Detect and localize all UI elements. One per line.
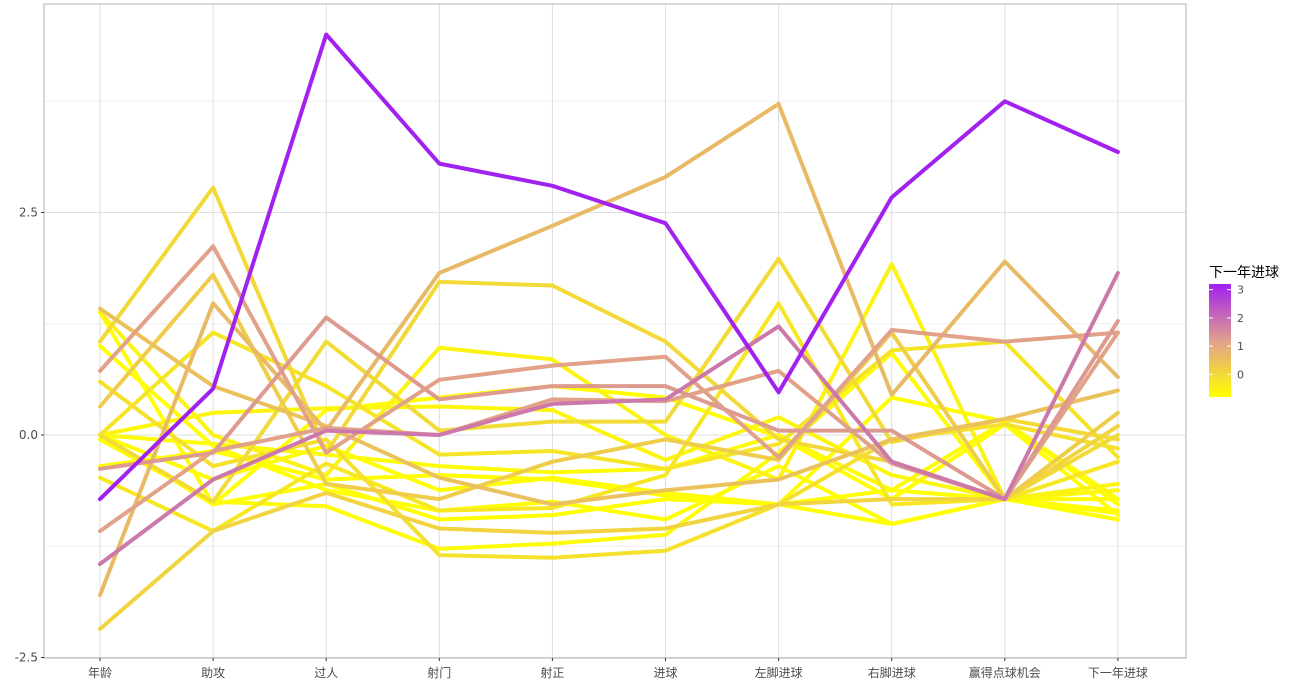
x-tick-label: 左脚进球 [755,665,803,680]
legend-tick-label: 2 [1237,312,1244,325]
series-line-14 [98,301,1120,534]
x-tick-label: 进球 [653,666,677,680]
series-line-22 [98,419,1120,502]
legend-tick-label: 0 [1237,368,1244,381]
legend-ticks: 3 2 1 0 [1209,284,1244,381]
x-tick-label: 射正 [540,665,564,680]
series-line-16 [98,404,1120,502]
series-line-8 [98,272,1120,502]
x-axis: 年龄 助攻 过人 射门 射正 进球 左脚进球 右脚进球 赢得点球机会 下一年进球 [88,658,1148,680]
series-lines [98,32,1120,631]
series-line-3 [98,244,1120,460]
x-tick-label: 年龄 [88,666,112,680]
y-axis: -2.5 0.0 2.5 [15,206,44,665]
plot-border [43,3,1187,659]
series-line-1 [98,32,1120,502]
legend-colorbar [1209,284,1231,397]
x-tick-label: 射门 [427,665,451,680]
series-line-18 [98,395,1120,507]
series-line-20 [98,384,1120,518]
y-tick-label: 0.0 [19,428,38,442]
x-tick-label: 过人 [314,666,338,680]
x-tick-label: 下一年进球 [1088,666,1148,680]
y-tick-label: 2.5 [19,206,38,220]
color-legend: 下一年进球 3 2 1 0 [1209,265,1279,397]
legend-tick-label: 3 [1237,284,1244,297]
x-tick-label: 右脚进球 [868,665,916,680]
series-line-23 [98,449,1120,516]
y-tick-label: -2.5 [15,651,38,665]
series-line-6 [98,101,1120,598]
legend-title: 下一年进球 [1209,265,1279,281]
series-line-12 [98,330,1120,471]
series-line-9 [98,424,1120,631]
series-line-4 [98,315,1120,502]
series-line-2 [98,271,1120,566]
x-tick-label: 助攻 [201,666,225,680]
plot-background [44,4,1186,658]
series-line-17 [98,351,1120,551]
series-line-19 [98,344,1120,526]
series-line-7 [98,306,1120,507]
x-tick-label: 赢得点球机会 [969,665,1041,680]
legend-tick-label: 1 [1237,340,1244,353]
